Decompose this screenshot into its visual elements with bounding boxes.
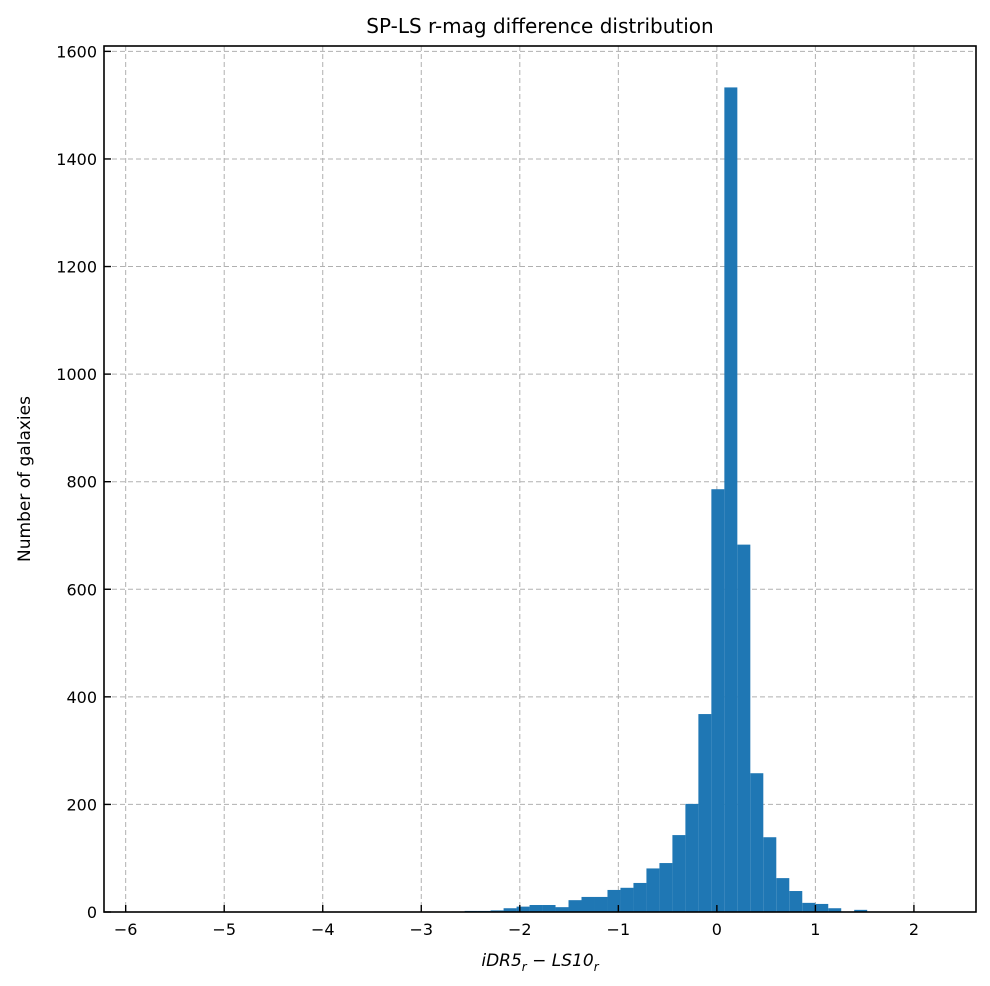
histogram-bar — [516, 906, 530, 912]
x-tick-label: 0 — [712, 920, 722, 939]
histogram-bar — [607, 889, 621, 912]
histogram-bar — [685, 803, 699, 912]
histogram-bar — [542, 905, 556, 912]
histogram-bar — [503, 908, 517, 912]
histogram-bar — [672, 835, 686, 912]
y-axis-label: Number of galaxies — [15, 396, 35, 562]
y-tick-label: 200 — [66, 795, 97, 814]
histogram-bar — [737, 544, 751, 912]
histogram-bar — [802, 902, 816, 912]
x-tick-label: 1 — [810, 920, 820, 939]
grid — [104, 46, 976, 913]
histogram-bar — [594, 896, 608, 912]
histogram-bar — [854, 909, 868, 912]
y-tick-label: 1000 — [56, 365, 97, 384]
y-tick-label: 0 — [87, 903, 97, 922]
x-tick-label: −3 — [409, 920, 433, 939]
plot-frame — [103, 45, 977, 913]
y-tick-label: 400 — [66, 688, 97, 707]
histogram-bar — [646, 868, 660, 912]
x-tick-label: −2 — [508, 920, 532, 939]
y-tick-label: 1200 — [56, 258, 97, 277]
histogram-bar — [776, 878, 790, 912]
y-tick-label: 1400 — [56, 150, 97, 169]
histogram-bar — [828, 908, 842, 912]
histogram-bar — [620, 887, 634, 912]
x-tick-label: −6 — [114, 920, 138, 939]
ticks: −6 −5 −4 −3 −2 −1 0 1 2 0 200 400 600 800 1000 1200 1400… — [56, 42, 919, 939]
x-tick-label: 2 — [909, 920, 919, 939]
y-tick-label: 800 — [66, 473, 97, 492]
histogram-bar — [750, 773, 764, 912]
x-tick-label: −5 — [212, 920, 236, 939]
x-tick-label: −1 — [607, 920, 631, 939]
chart-title: SP-LS r-mag difference distribution — [366, 14, 713, 38]
histogram-bar — [789, 891, 803, 912]
histogram-bar — [568, 900, 582, 912]
histogram-bar — [815, 903, 829, 912]
bars — [139, 87, 920, 913]
histogram-bar — [711, 489, 725, 912]
histogram-bar — [529, 905, 543, 912]
y-tick-label: 600 — [66, 580, 97, 599]
histogram-bar — [581, 896, 595, 912]
histogram-bar — [698, 714, 712, 912]
histogram-bar — [659, 863, 673, 912]
histogram-bar — [724, 87, 738, 913]
histogram-bar — [555, 907, 569, 912]
x-tick-label: −4 — [311, 920, 335, 939]
x-axis-label: iDR5r − LS10r — [481, 951, 599, 974]
histogram-bar — [490, 910, 504, 912]
histogram-bar — [633, 882, 647, 912]
histogram-bar — [763, 837, 777, 912]
y-tick-label: 1600 — [56, 42, 97, 61]
